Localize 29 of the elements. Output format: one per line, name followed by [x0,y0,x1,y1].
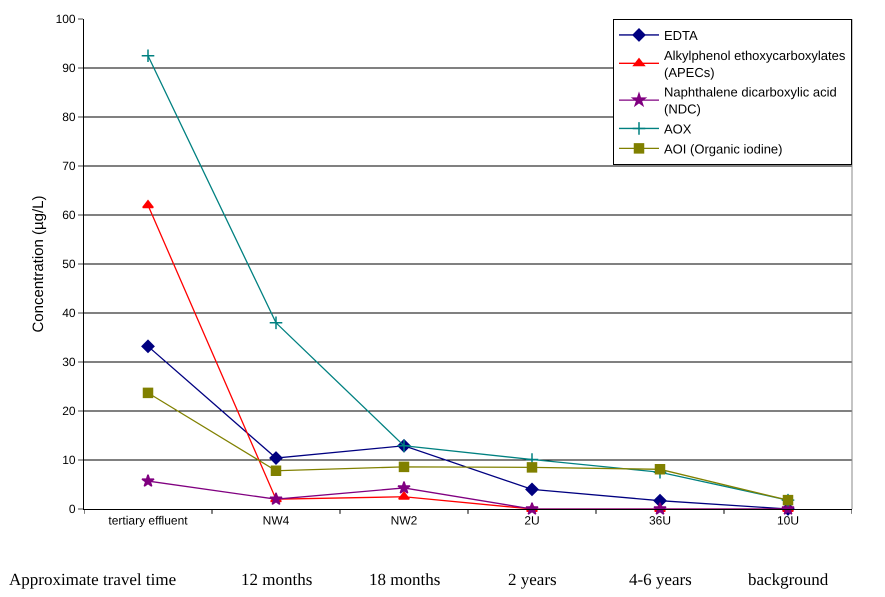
y-tick-label: 0 [68,502,76,516]
x-tick-label: tertiary effluent [108,513,188,528]
legend-label: AOX [664,122,692,137]
y-tick-label: 20 [62,404,76,418]
x-tick-label: 2U [524,513,540,528]
text: background [748,570,829,589]
text: 4-6 years [629,570,692,589]
y-tick-label: 40 [62,306,76,320]
legend-label: Naphthalene dicarboxylic acid (NDC) [664,84,837,117]
y-axis-title: Concentration (µg/L) [30,195,47,333]
x-tick-label: 10U [776,513,800,528]
y-tick-label: 50 [62,257,76,272]
legend-label: AOI (Organic iodine) [664,141,782,156]
y-tick-label: 70 [62,159,76,174]
text: 2 years [508,570,557,589]
text: Approximate travel time [9,570,176,589]
y-tick-label: 60 [62,208,76,222]
x-tick-label: NW4 [262,513,290,528]
legend-label: Alkylphenol ethoxycarboxylates (APECs) [664,48,846,80]
y-tick-label: 100 [56,12,76,26]
y-tick-label: 10 [62,453,76,468]
x-tick-label: 36U [648,513,672,528]
text: 18 months [369,570,440,589]
text: 12 months [241,570,312,589]
legend-label: EDTA [664,28,698,44]
y-tick-label: 80 [62,110,76,124]
y-tick-label: 30 [62,355,76,370]
x-tick-label: NW2 [390,513,418,528]
y-tick-label: 90 [62,61,76,76]
